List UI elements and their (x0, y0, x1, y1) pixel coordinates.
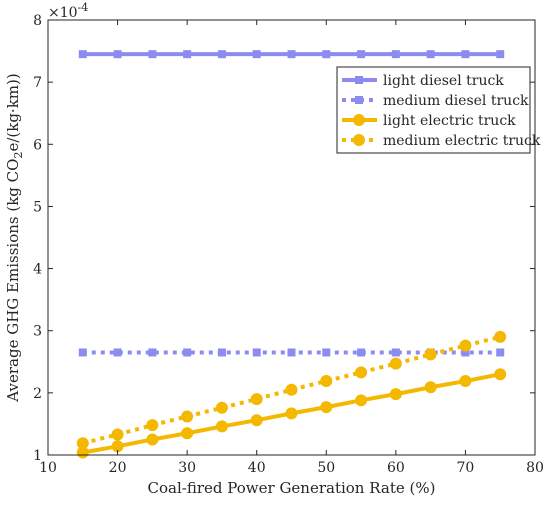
data-point (78, 348, 87, 357)
data-point (355, 394, 368, 407)
series-medium-diesel-truck (78, 348, 505, 357)
data-point (215, 420, 228, 433)
ticks-layer: 10 20 30 40 50 60 70 80 1 2 3 4 5 6 7 8 (33, 13, 544, 476)
data-point (357, 50, 366, 59)
legend-label: medium electric truck (383, 133, 541, 149)
x-tick-label: 10 (39, 460, 57, 476)
data-point (148, 348, 157, 357)
legend-swatch-marker (353, 114, 365, 126)
y-multiplier-base: ×10 (48, 5, 78, 21)
x-tick-label: 70 (457, 460, 475, 476)
x-tick-label: 80 (526, 460, 544, 476)
data-point (285, 383, 298, 396)
y-tick-label: 5 (33, 199, 42, 215)
x-tick-label: 60 (387, 460, 405, 476)
series-light-electric-truck (76, 368, 507, 459)
y-tick-label: 6 (33, 137, 42, 153)
y-label-end: e/(kg·km)) (4, 73, 22, 151)
y-tick-label: 2 (33, 386, 42, 402)
data-point (183, 50, 192, 59)
data-point (287, 348, 296, 357)
data-point (215, 401, 228, 414)
x-tick-label: 40 (248, 460, 266, 476)
y-tick-label: 8 (33, 13, 42, 29)
data-point (389, 357, 402, 370)
data-point (252, 50, 261, 59)
data-point (76, 446, 89, 459)
data-point (111, 440, 124, 453)
data-point (494, 330, 507, 343)
data-point (320, 401, 333, 414)
data-point (391, 50, 400, 59)
data-point (146, 419, 159, 432)
data-point (496, 348, 505, 357)
data-point (78, 50, 87, 59)
data-point (461, 348, 470, 357)
y-multiplier-exp: -4 (78, 1, 89, 14)
series-medium-electric-truck (76, 330, 507, 450)
data-point (461, 50, 470, 59)
data-point (250, 393, 263, 406)
data-point (113, 348, 122, 357)
data-point (355, 366, 368, 379)
y-axis-multiplier: ×10-4 (48, 1, 88, 21)
legend-swatch-marker (355, 76, 363, 84)
data-point (113, 50, 122, 59)
data-point (181, 427, 194, 440)
legend-label: medium diesel truck (383, 93, 529, 109)
data-point (459, 339, 472, 352)
data-point (424, 381, 437, 394)
y-tick-label: 3 (33, 324, 42, 340)
data-point (322, 50, 331, 59)
legend: light diesel truck medium diesel truck lig… (336, 66, 541, 154)
y-label-sub: 2 (12, 152, 25, 159)
x-axis-label: Coal-fired Power Generation Rate (%) (148, 479, 436, 497)
legend-swatch-marker (353, 134, 365, 146)
data-point (459, 375, 472, 388)
y-tick-label: 7 (33, 75, 42, 91)
y-tick-label: 1 (33, 448, 42, 464)
data-point (494, 368, 507, 381)
legend-swatch-marker (355, 96, 363, 104)
data-point (181, 410, 194, 423)
data-point (285, 407, 298, 420)
data-point (250, 414, 263, 427)
x-tick-label: 20 (109, 460, 127, 476)
x-tick-label: 30 (178, 460, 196, 476)
data-point (391, 348, 400, 357)
data-point (496, 50, 505, 59)
data-point (217, 50, 226, 59)
legend-label: light electric truck (383, 113, 516, 129)
y-tick-label: 4 (33, 262, 42, 278)
data-point (252, 348, 261, 357)
y-label-main: Average GHG Emissions (kg CO (4, 159, 22, 403)
series-light-diesel-truck (78, 50, 505, 59)
x-tick-label: 50 (317, 460, 335, 476)
plot-frame (47, 19, 536, 456)
data-point (424, 348, 437, 361)
data-point (183, 348, 192, 357)
data-point (320, 375, 333, 388)
legend-label: light diesel truck (383, 73, 504, 89)
data-point (322, 348, 331, 357)
data-point (76, 437, 89, 450)
series-layer (76, 50, 507, 459)
data-point (389, 388, 402, 401)
data-point (287, 50, 296, 59)
data-point (357, 348, 366, 357)
y-axis-label: Average GHG Emissions (kg CO2e/(kg·km)) (4, 73, 25, 402)
data-point (426, 50, 435, 59)
data-point (217, 348, 226, 357)
data-point (146, 433, 159, 446)
data-point (148, 50, 157, 59)
data-point (111, 428, 124, 441)
